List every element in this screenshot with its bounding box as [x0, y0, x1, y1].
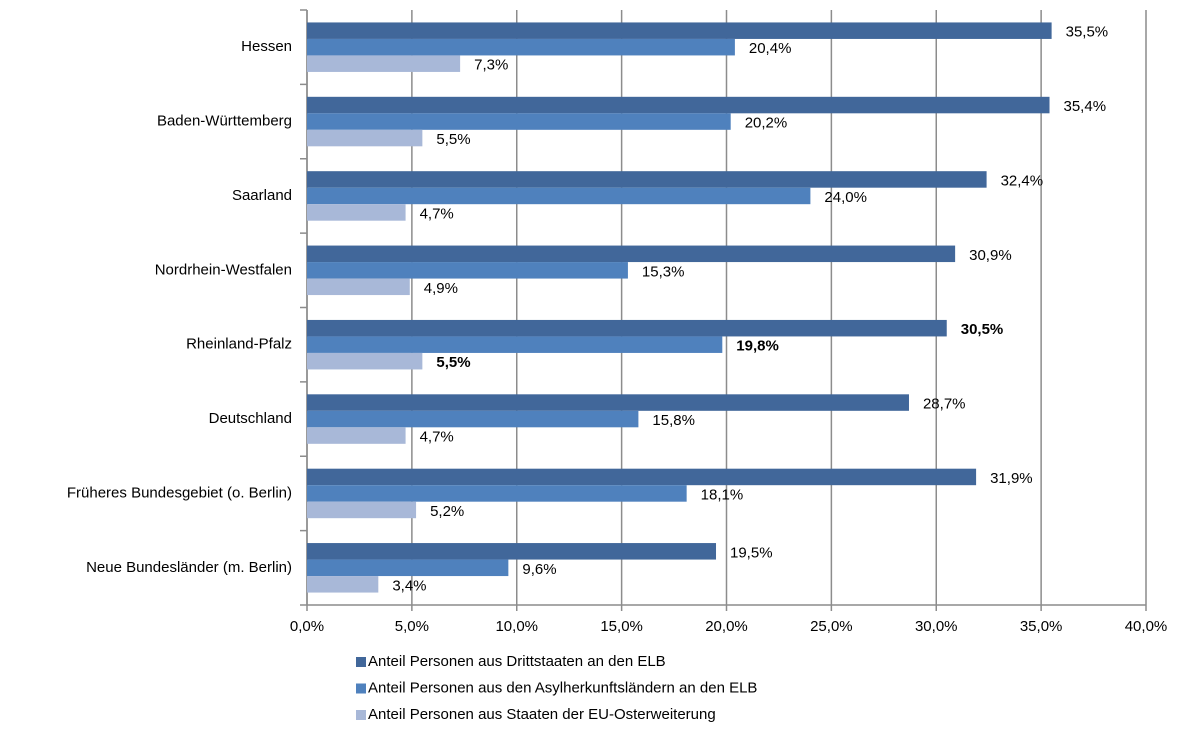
legend-swatch [356, 657, 366, 667]
bar [307, 576, 379, 593]
x-tick-label: 25,0% [810, 618, 853, 635]
y-tick-label: Deutschland [209, 410, 292, 427]
data-label: 18,1% [701, 486, 744, 503]
data-label: 5,5% [436, 354, 470, 371]
y-tick-label: Rheinland-Pfalz [186, 336, 292, 353]
y-tick-label: Neue Bundesländer (m. Berlin) [86, 559, 292, 576]
bar [307, 262, 628, 279]
data-label: 31,9% [990, 470, 1033, 487]
bar [307, 468, 977, 486]
legend-swatch [356, 683, 366, 694]
bar [307, 336, 723, 353]
bar [307, 245, 956, 263]
bar [307, 410, 639, 428]
bar [307, 113, 731, 130]
data-label: 15,3% [642, 263, 685, 280]
bar [307, 352, 423, 370]
bar [307, 96, 1050, 114]
y-tick-label: Baden-Württemberg [157, 113, 292, 130]
bar [307, 559, 509, 577]
x-tick-label: 40,0% [1125, 618, 1168, 635]
y-tick-label: Früheres Bundesgebiet (o. Berlin) [67, 484, 292, 501]
legend-label: Anteil Personen aus Staaten der EU-Oster… [368, 706, 716, 723]
bar [307, 129, 423, 147]
bar [307, 501, 417, 519]
data-label: 30,5% [961, 321, 1004, 338]
x-tick-label: 5,0% [395, 618, 429, 635]
data-label: 5,5% [436, 131, 470, 148]
bar [307, 38, 735, 56]
data-label: 30,9% [969, 247, 1012, 264]
bar [307, 278, 410, 296]
data-label: 4,7% [420, 205, 454, 222]
bar [307, 171, 987, 188]
data-label: 35,5% [1066, 24, 1109, 41]
y-tick-label: Hessen [241, 38, 292, 55]
data-label: 35,4% [1064, 98, 1107, 115]
data-label: 5,2% [430, 503, 464, 520]
bar [307, 319, 947, 337]
x-tick-label: 15,0% [600, 618, 643, 635]
x-tick-label: 10,0% [495, 618, 538, 635]
bar [307, 427, 406, 444]
data-label: 20,4% [749, 40, 792, 57]
data-label: 15,8% [652, 412, 695, 429]
x-tick-label: 20,0% [705, 618, 748, 635]
legend-label: Anteil Personen aus Drittstaaten an den … [368, 653, 666, 670]
x-tick-label: 35,0% [1020, 618, 1063, 635]
data-label: 9,6% [522, 561, 556, 578]
data-label: 7,3% [474, 57, 508, 74]
bar [307, 22, 1052, 39]
bar [307, 55, 461, 72]
legend-swatch [356, 710, 366, 720]
data-label: 20,2% [745, 115, 788, 132]
data-label: 19,5% [730, 544, 773, 561]
bar [307, 187, 811, 205]
legend-label: Anteil Personen aus den Asylherkunftslän… [368, 679, 757, 696]
bar [307, 485, 687, 502]
data-label: 19,8% [736, 338, 779, 355]
data-label: 4,7% [420, 429, 454, 446]
bar [307, 204, 406, 221]
y-tick-label: Nordrhein-Westfalen [155, 261, 292, 278]
data-label: 24,0% [824, 189, 867, 206]
x-tick-label: 30,0% [915, 618, 958, 635]
data-label: 32,4% [1001, 172, 1044, 189]
data-label: 4,9% [424, 280, 458, 297]
bar [307, 394, 909, 411]
x-tick-label: 0,0% [290, 618, 324, 635]
y-tick-label: Saarland [232, 187, 292, 204]
data-label: 3,4% [392, 577, 426, 594]
data-label: 28,7% [923, 396, 966, 413]
bar [307, 543, 717, 560]
